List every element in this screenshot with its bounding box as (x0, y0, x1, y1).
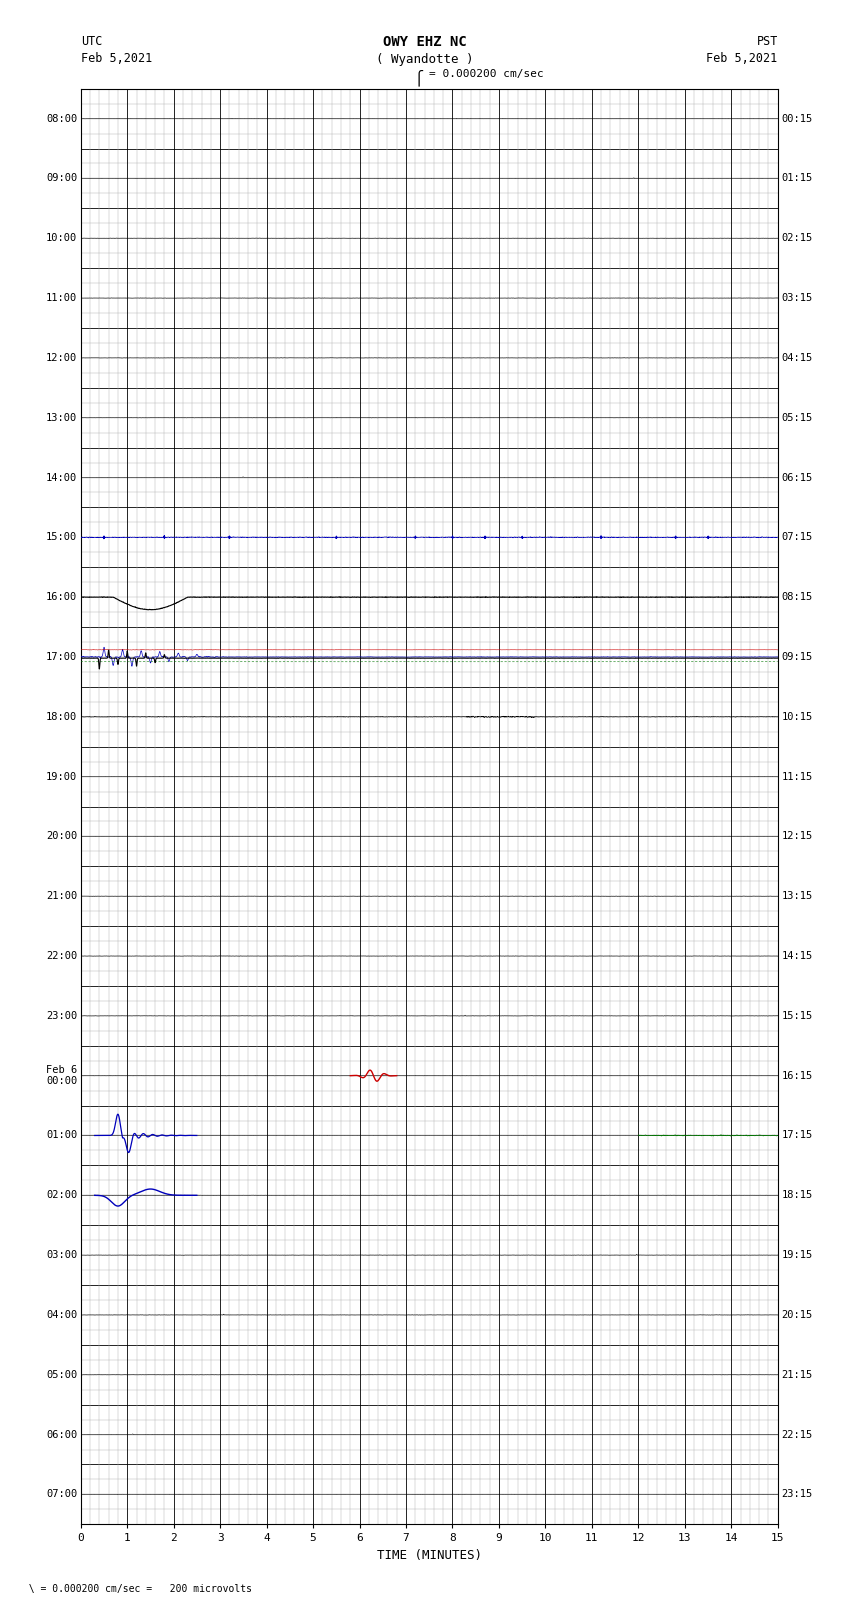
Text: 17:00: 17:00 (46, 652, 77, 661)
Text: 19:15: 19:15 (781, 1250, 813, 1260)
Text: 20:15: 20:15 (781, 1310, 813, 1319)
Text: 11:15: 11:15 (781, 771, 813, 782)
Text: 13:00: 13:00 (46, 413, 77, 423)
Text: PST: PST (756, 35, 778, 48)
Text: 04:15: 04:15 (781, 353, 813, 363)
Text: 11:00: 11:00 (46, 294, 77, 303)
Text: 23:15: 23:15 (781, 1489, 813, 1500)
Text: 04:00: 04:00 (46, 1310, 77, 1319)
Text: Feb 5,2021: Feb 5,2021 (706, 52, 778, 65)
Text: 22:00: 22:00 (46, 952, 77, 961)
Text: 12:15: 12:15 (781, 831, 813, 842)
Text: 00:15: 00:15 (781, 113, 813, 124)
Text: 03:15: 03:15 (781, 294, 813, 303)
Text: Feb 5,2021: Feb 5,2021 (81, 52, 152, 65)
Text: 14:00: 14:00 (46, 473, 77, 482)
Text: 18:00: 18:00 (46, 711, 77, 721)
Text: 12:00: 12:00 (46, 353, 77, 363)
Text: \ = 0.000200 cm/sec =   200 microvolts: \ = 0.000200 cm/sec = 200 microvolts (17, 1584, 252, 1594)
Text: ( Wyandotte ): ( Wyandotte ) (377, 53, 473, 66)
Text: 14:15: 14:15 (781, 952, 813, 961)
Text: UTC: UTC (81, 35, 102, 48)
Text: 10:15: 10:15 (781, 711, 813, 721)
Text: 02:00: 02:00 (46, 1190, 77, 1200)
Text: 18:15: 18:15 (781, 1190, 813, 1200)
Text: OWY EHZ NC: OWY EHZ NC (383, 35, 467, 50)
Text: 01:00: 01:00 (46, 1131, 77, 1140)
Text: Feb 6
00:00: Feb 6 00:00 (46, 1065, 77, 1087)
Text: 08:00: 08:00 (46, 113, 77, 124)
Text: 09:00: 09:00 (46, 174, 77, 184)
Text: 06:15: 06:15 (781, 473, 813, 482)
X-axis label: TIME (MINUTES): TIME (MINUTES) (377, 1548, 482, 1561)
Text: 06:00: 06:00 (46, 1429, 77, 1439)
Text: 22:15: 22:15 (781, 1429, 813, 1439)
Text: 07:00: 07:00 (46, 1489, 77, 1500)
Text: 21:15: 21:15 (781, 1369, 813, 1379)
Text: 01:15: 01:15 (781, 174, 813, 184)
Text: 21:00: 21:00 (46, 892, 77, 902)
Text: 20:00: 20:00 (46, 831, 77, 842)
Text: 05:00: 05:00 (46, 1369, 77, 1379)
Text: 17:15: 17:15 (781, 1131, 813, 1140)
Text: 09:15: 09:15 (781, 652, 813, 661)
Text: = 0.000200 cm/sec: = 0.000200 cm/sec (429, 69, 544, 79)
Text: 15:00: 15:00 (46, 532, 77, 542)
Text: 16:15: 16:15 (781, 1071, 813, 1081)
Text: 23:00: 23:00 (46, 1011, 77, 1021)
Text: 08:15: 08:15 (781, 592, 813, 602)
Text: 16:00: 16:00 (46, 592, 77, 602)
Text: 15:15: 15:15 (781, 1011, 813, 1021)
Text: 05:15: 05:15 (781, 413, 813, 423)
Text: 07:15: 07:15 (781, 532, 813, 542)
Text: ⎧: ⎧ (414, 69, 422, 85)
Text: 19:00: 19:00 (46, 771, 77, 782)
Text: 13:15: 13:15 (781, 892, 813, 902)
Text: 02:15: 02:15 (781, 234, 813, 244)
Text: 10:00: 10:00 (46, 234, 77, 244)
Text: 03:00: 03:00 (46, 1250, 77, 1260)
